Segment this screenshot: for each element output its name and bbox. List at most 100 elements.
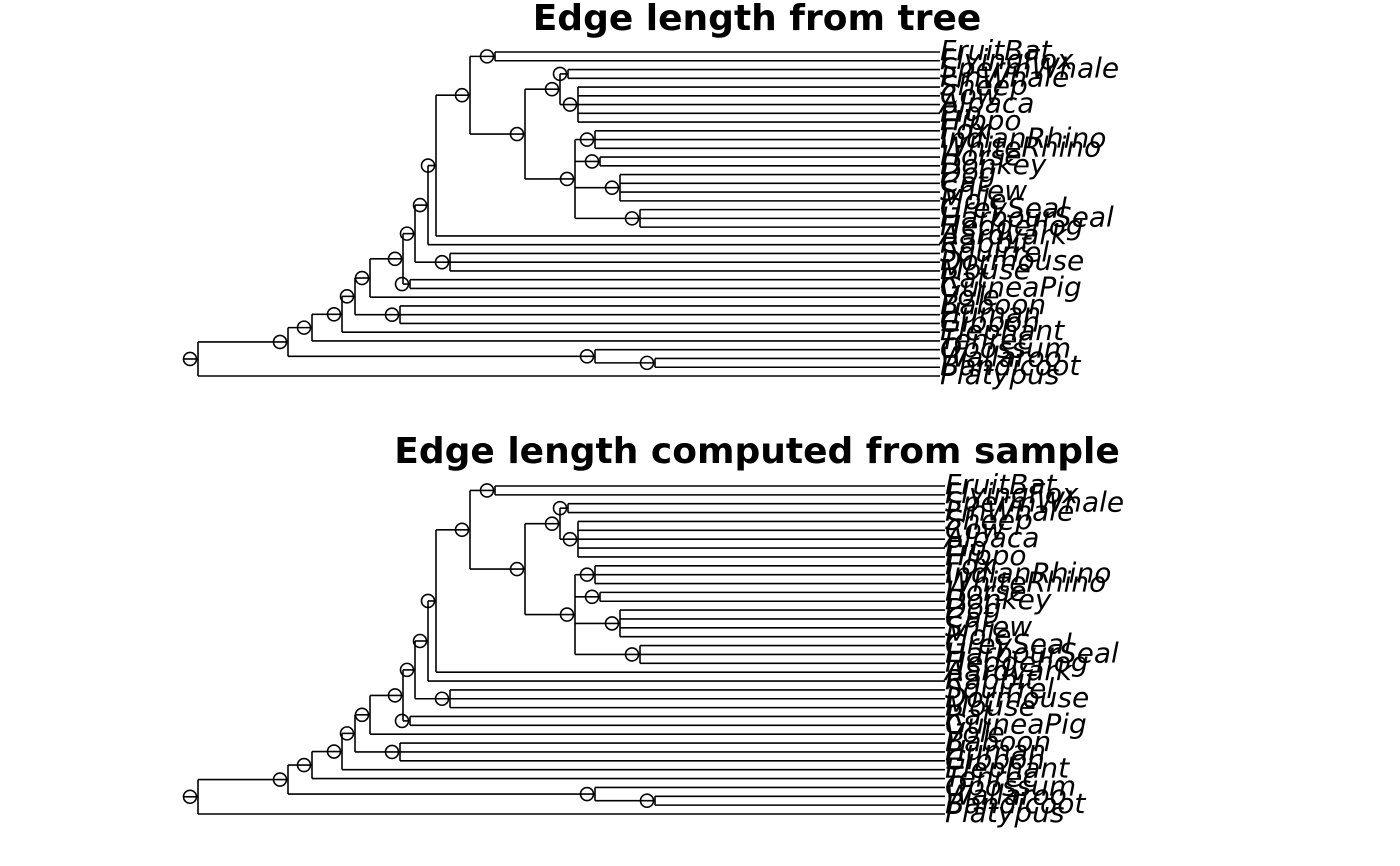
tip-label: FruitBat — [940, 34, 1052, 67]
node-marker — [509, 126, 525, 142]
tip-label: HarbourSeal — [940, 200, 1114, 233]
tip-label: GuineaPig — [940, 270, 1082, 303]
tip-label: Gibbon — [940, 305, 1040, 338]
node-marker — [339, 726, 355, 741]
node-marker — [579, 786, 595, 802]
tip-label: Mouse — [945, 690, 1036, 723]
tip-label: Tenrec — [945, 761, 1038, 794]
tip-label: Cat — [940, 165, 989, 198]
node-marker — [412, 633, 428, 649]
tip-label: Shrew — [945, 610, 1032, 643]
tip-label: Vole — [945, 716, 1005, 749]
node-marker — [399, 226, 415, 241]
node-marker — [624, 647, 640, 662]
tip-label: Rat — [940, 262, 989, 295]
tip-label: Aardvark — [938, 218, 1069, 251]
tip-label: Pig — [940, 95, 982, 128]
node-marker — [579, 348, 595, 364]
node-marker — [272, 334, 288, 350]
tip-label: Opossum — [940, 332, 1071, 365]
tip-label: IndianRhino — [940, 122, 1106, 155]
tip-label: Human — [940, 297, 1041, 330]
tip-label: Bandicoot — [945, 787, 1086, 820]
tip-label: Hedgehog — [940, 209, 1084, 242]
tip-label: Rat — [945, 698, 994, 731]
tip-label: FinWhale — [945, 495, 1074, 528]
node-marker — [454, 87, 470, 103]
tip-label: Dormouse — [940, 244, 1084, 277]
node-marker — [387, 251, 403, 267]
panel-title: Edge length from tree — [533, 0, 982, 39]
tip-label: Horse — [945, 574, 1027, 607]
tip-label: SpermWhale — [945, 486, 1124, 519]
tip-label: Human — [945, 734, 1046, 767]
node-marker — [394, 276, 410, 292]
tip-label: WhiteRhino — [940, 130, 1101, 163]
tip-label: Wallaroo — [945, 778, 1067, 811]
tip-label: GreySeal — [940, 192, 1067, 225]
tip-label: GreySeal — [945, 628, 1072, 661]
tip-label: Sheep — [945, 503, 1033, 536]
tip-label: Horse — [940, 139, 1022, 172]
tip-label: GuineaPig — [945, 707, 1087, 740]
node-marker — [544, 81, 560, 97]
tip-label: Vole — [940, 279, 1000, 312]
node-marker — [562, 531, 578, 547]
tip-label: Sheep — [940, 69, 1028, 102]
node-marker — [559, 607, 575, 622]
tip-label: Baboon — [945, 725, 1051, 758]
node-marker — [579, 567, 595, 582]
tip-label: Squirrel — [945, 672, 1054, 705]
tip-label: Alpaca — [943, 521, 1039, 554]
node-marker — [296, 757, 312, 773]
tip-label: FlyingFox — [940, 43, 1074, 76]
tip-label: Platypus — [945, 796, 1064, 829]
node-marker — [434, 254, 450, 270]
tip-label: FinWhale — [940, 60, 1069, 93]
node-marker — [326, 744, 342, 759]
tip-label: Cow — [945, 512, 1005, 545]
tip-label: Hedgehog — [945, 645, 1089, 678]
tip-label: Cow — [940, 78, 1000, 111]
tip-label: Gibbon — [945, 743, 1045, 776]
node-marker — [639, 355, 655, 371]
tip-label: Dormouse — [945, 681, 1089, 714]
tip-label: IndianRhino — [945, 557, 1111, 590]
tip-label: Alpaca — [938, 87, 1034, 120]
tip-label: Baboon — [940, 288, 1046, 321]
tip-label: Aardvark — [943, 654, 1074, 687]
tip-label: Donkey — [945, 583, 1052, 616]
tip-label: Pig — [945, 530, 987, 563]
node-marker — [509, 561, 525, 577]
node-marker — [639, 793, 655, 809]
tip-label: Wallaroo — [940, 340, 1062, 373]
node-marker — [272, 772, 288, 787]
tip-label: Elephant — [940, 314, 1065, 347]
node-marker — [434, 691, 450, 707]
node-marker — [584, 154, 600, 169]
node-marker — [584, 589, 600, 605]
tip-label: Mouse — [940, 253, 1031, 286]
node-marker — [326, 306, 342, 322]
tip-label: Bandicoot — [940, 349, 1081, 382]
tip-label: HarbourSeal — [945, 636, 1119, 669]
node-marker — [604, 616, 620, 631]
node-marker — [579, 132, 595, 147]
tip-label: Hippo — [940, 104, 1022, 137]
node-marker — [412, 197, 428, 213]
node-marker — [399, 662, 415, 678]
tip-label: Donkey — [940, 148, 1047, 181]
tip-label: Elephant — [945, 752, 1070, 785]
tip-label: Tenrec — [940, 323, 1033, 356]
node-marker — [559, 171, 575, 187]
node-marker — [384, 744, 400, 760]
node-marker — [387, 688, 403, 703]
tip-label: Hippo — [945, 539, 1027, 572]
node-marker — [604, 180, 620, 196]
panel-title: Edge length computed from sample — [394, 431, 1119, 472]
node-marker — [454, 522, 470, 538]
tip-label: Cat — [945, 601, 994, 634]
tip-label: Shrew — [940, 174, 1027, 207]
tip-label: Mole — [945, 619, 1011, 652]
